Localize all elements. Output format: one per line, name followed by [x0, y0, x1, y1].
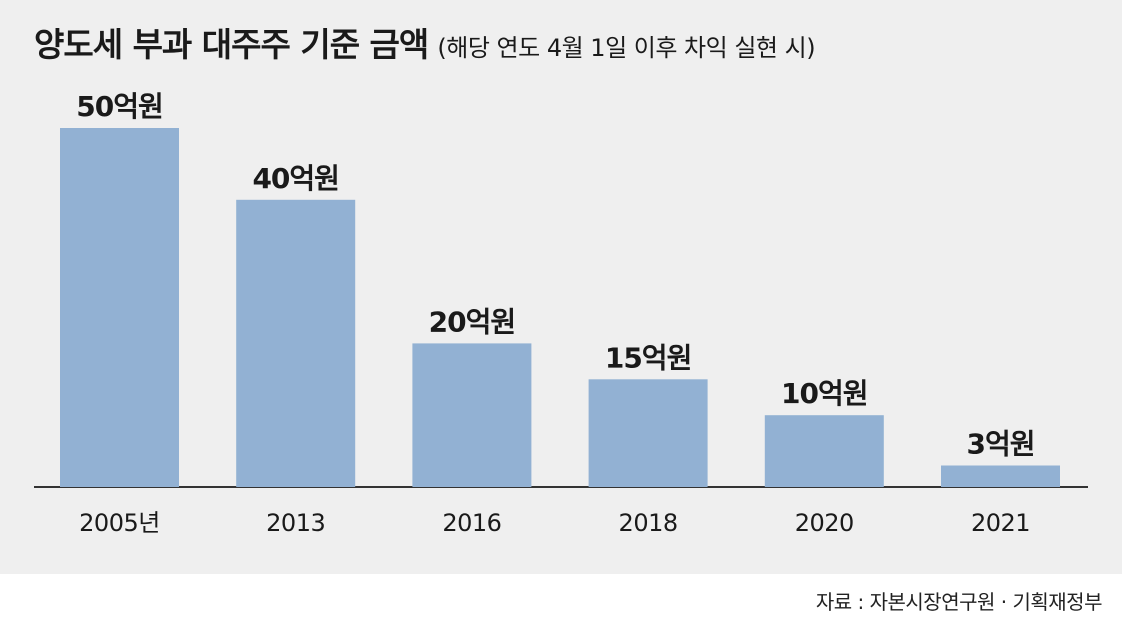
bar-1	[236, 199, 356, 488]
bar-3	[588, 379, 708, 487]
x-tick-label-1: 2013	[266, 509, 325, 537]
x-tick-label-4: 2020	[795, 509, 854, 537]
value-label-4: 10억원	[781, 377, 868, 410]
bar-chart: 50억원 40억원 20억원 15억원 10억원 3억원 2005년 2013 2016 201…	[34, 90, 1088, 537]
chart-title: 양도세 부과 대주주 기준 금액	[34, 25, 429, 64]
x-tick-labels-group: 2005년 2013 2016 2018 2020 2021	[79, 509, 1030, 537]
bar-0	[60, 128, 179, 487]
chart-subtitle: (해당 연도 4월 1일 이후 차익 실현 시)	[437, 34, 816, 62]
value-label-3: 15억원	[605, 341, 692, 374]
x-tick-label-2: 2016	[442, 509, 501, 537]
value-label-5: 3억원	[966, 428, 1034, 461]
chart-panel: 양도세 부과 대주주 기준 금액 (해당 연도 4월 1일 이후 차익 실현 시…	[0, 0, 1122, 574]
x-tick-label-5: 2021	[971, 509, 1030, 537]
value-labels-group: 50억원 40억원 20억원 15억원 10억원 3억원	[76, 90, 1035, 461]
value-label-0: 50억원	[76, 90, 163, 123]
bar-5	[941, 465, 1060, 487]
bar-4	[764, 415, 884, 487]
x-tick-label-3: 2018	[619, 509, 678, 537]
x-tick-label-0: 2005년	[79, 509, 160, 537]
source-note: 자료 : 자본시장연구원 · 기획재정부	[815, 590, 1103, 614]
chart-title-block: 양도세 부과 대주주 기준 금액 (해당 연도 4월 1일 이후 차익 실현 시…	[34, 18, 816, 66]
value-label-2: 20억원	[429, 305, 516, 338]
value-label-1: 40억원	[252, 162, 339, 195]
bar-2	[412, 343, 532, 487]
bars-group	[60, 128, 1060, 488]
